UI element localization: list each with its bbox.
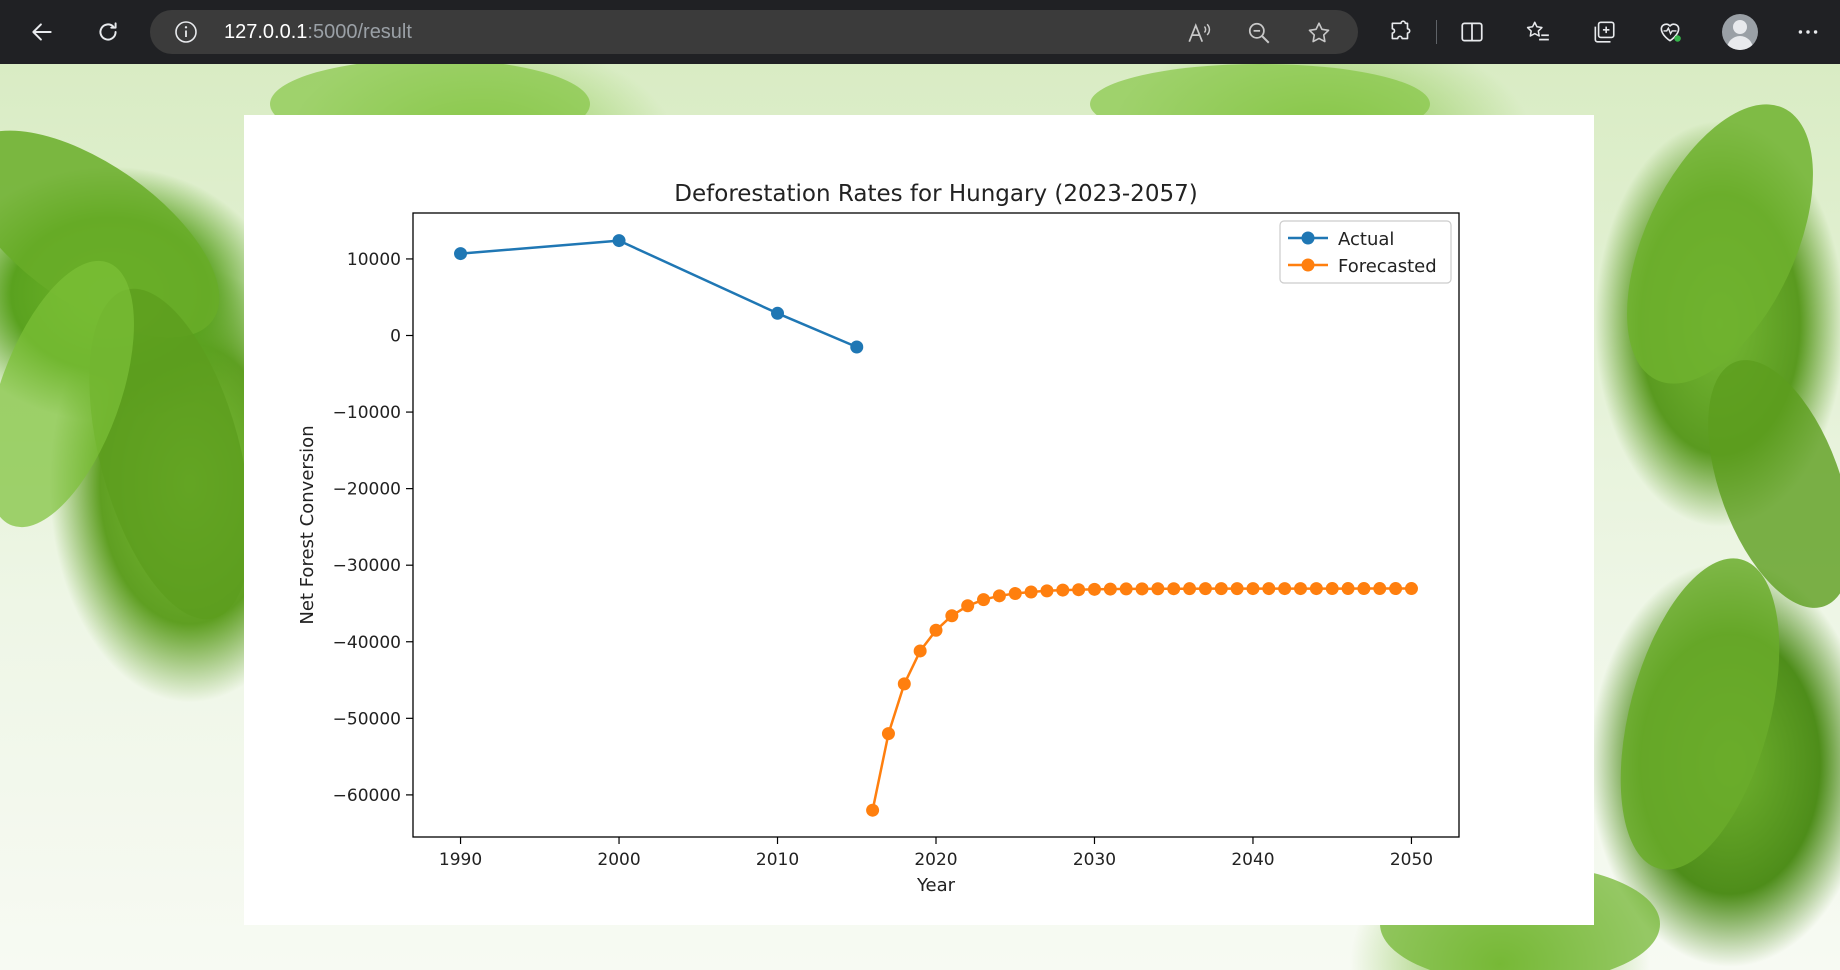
- data-point-forecasted: [1056, 583, 1070, 597]
- data-point-actual: [850, 340, 864, 354]
- refresh-button[interactable]: [88, 12, 128, 52]
- data-point-forecasted: [1198, 582, 1212, 596]
- legend-forecast-marker: [1301, 258, 1315, 272]
- back-arrow-icon: [32, 23, 52, 41]
- data-point-forecasted: [1230, 582, 1244, 596]
- refresh-icon: [99, 22, 117, 41]
- x-tick-label: 2040: [1231, 850, 1274, 870]
- data-point-forecasted: [1309, 582, 1323, 596]
- data-point-actual: [771, 306, 785, 320]
- data-point-forecasted: [945, 609, 959, 623]
- y-tick-label: −50000: [333, 709, 401, 729]
- data-point-forecasted: [1040, 584, 1054, 598]
- plot-area-frame: [412, 212, 1460, 838]
- data-point-forecasted: [1325, 582, 1339, 596]
- y-axis-label: Net Forest Conversion: [297, 425, 318, 624]
- data-point-forecasted: [929, 623, 943, 637]
- more-dots-icon: [1798, 30, 1818, 34]
- url-host: 127.0.0.1: [224, 21, 308, 43]
- settings-more-button[interactable]: [1788, 12, 1828, 52]
- data-point-forecasted: [1119, 582, 1133, 596]
- data-point-forecasted: [1246, 582, 1260, 596]
- chart-card: Deforestation Rates for Hungary (2023-20…: [244, 115, 1594, 925]
- data-point-forecasted: [897, 677, 911, 691]
- data-point-forecasted: [1072, 583, 1086, 597]
- data-point-actual: [612, 234, 626, 248]
- data-point-forecasted: [1183, 582, 1197, 596]
- y-tick-label: −20000: [333, 480, 401, 500]
- url-path: :5000/result: [307, 21, 412, 43]
- url-text[interactable]: 127.0.0.1:5000/result: [224, 21, 412, 43]
- y-tick-label: 10000: [347, 250, 401, 270]
- data-point-forecasted: [1278, 582, 1292, 596]
- data-point-forecasted: [913, 644, 927, 658]
- x-tick-label: 2050: [1390, 850, 1433, 870]
- data-point-forecasted: [1373, 582, 1387, 596]
- browser-essentials-button[interactable]: [1650, 12, 1690, 52]
- data-point-forecasted: [961, 599, 975, 613]
- forecast-chart: Deforestation Rates for Hungary (2023-20…: [297, 181, 1460, 896]
- split-screen-button[interactable]: [1452, 12, 1492, 52]
- data-point-forecasted: [1357, 582, 1371, 596]
- heart-pulse-icon: [1660, 23, 1681, 42]
- data-point-forecasted: [881, 727, 895, 741]
- data-point-forecasted: [1214, 582, 1228, 596]
- data-point-forecasted: [1151, 582, 1165, 596]
- x-axis: 1990 2000 2010 2020 2030 2040 2050: [439, 837, 1433, 870]
- collections-icon: [1594, 21, 1615, 43]
- data-point-forecasted: [1294, 582, 1308, 596]
- puzzle-icon: [1391, 20, 1411, 40]
- address-bar[interactable]: 127.0.0.1:5000/result: [150, 10, 1358, 54]
- extensions-button[interactable]: [1381, 12, 1421, 52]
- data-point-forecasted: [992, 589, 1006, 603]
- series-layer: [454, 234, 1418, 817]
- legend-forecast-label: Forecasted: [1338, 256, 1437, 277]
- legend-actual-marker: [1301, 231, 1315, 245]
- x-tick-label: 2000: [597, 850, 640, 870]
- data-point-actual: [454, 247, 468, 261]
- favorites-list-icon: [1526, 21, 1549, 41]
- back-button[interactable]: [22, 12, 62, 52]
- legend: Actual Forecasted: [1279, 220, 1452, 284]
- favorite-star-icon[interactable]: [1306, 20, 1332, 46]
- chart-title: Deforestation Rates for Hungary (2023-20…: [674, 181, 1197, 207]
- y-tick-label: 0: [390, 327, 401, 347]
- y-tick-label: −60000: [333, 786, 401, 806]
- x-tick-label: 2020: [914, 850, 957, 870]
- legend-frame: [1279, 220, 1452, 284]
- y-tick-label: −40000: [333, 633, 401, 653]
- data-point-forecasted: [1103, 582, 1117, 596]
- data-point-forecasted: [1404, 582, 1418, 596]
- data-point-forecasted: [1008, 587, 1022, 601]
- split-screen-icon: [1461, 22, 1483, 42]
- data-point-forecasted: [1167, 582, 1181, 596]
- site-info-icon[interactable]: [174, 20, 198, 44]
- favorites-button[interactable]: [1518, 12, 1558, 52]
- data-point-forecasted: [977, 593, 991, 607]
- y-tick-label: −10000: [333, 403, 401, 423]
- data-point-forecasted: [1087, 582, 1101, 596]
- toolbar-divider: [1436, 20, 1437, 44]
- profile-avatar[interactable]: [1722, 14, 1758, 50]
- read-aloud-icon[interactable]: [1186, 20, 1212, 46]
- data-point-forecasted: [1262, 582, 1276, 596]
- data-point-forecasted: [1024, 585, 1038, 599]
- data-point-forecasted: [866, 803, 880, 817]
- data-point-forecasted: [1341, 582, 1355, 596]
- y-tick-label: −30000: [333, 556, 401, 576]
- browser-toolbar: 127.0.0.1:5000/result: [0, 0, 1840, 64]
- y-axis: 10000 0 −10000 −20000 −30000 −40000 −50000 −600…: [333, 250, 413, 806]
- zoom-out-icon[interactable]: [1246, 20, 1272, 46]
- data-point-forecasted: [1135, 582, 1149, 596]
- data-point-forecasted: [1389, 582, 1403, 596]
- x-tick-label: 2010: [756, 850, 799, 870]
- x-axis-label: Year: [916, 875, 956, 896]
- x-tick-label: 1990: [439, 850, 482, 870]
- series-line-actual: [460, 239, 858, 349]
- legend-actual-label: Actual: [1338, 229, 1394, 250]
- x-tick-label: 2030: [1073, 850, 1116, 870]
- collections-button[interactable]: [1584, 12, 1624, 52]
